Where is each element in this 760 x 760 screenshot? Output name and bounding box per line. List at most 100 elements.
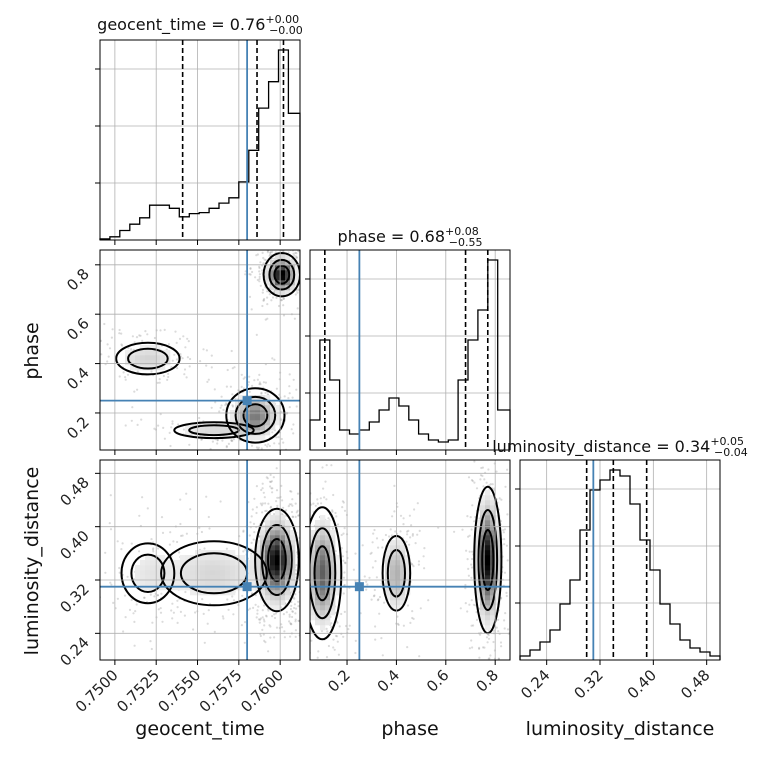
density-cell [325,600,331,606]
sample-point [471,550,474,553]
density-cell [495,515,501,521]
sample-point [179,522,182,526]
sample-point [402,624,405,627]
contour-line [115,341,181,376]
density-cell [270,600,276,606]
sample-point [319,497,322,500]
density-cell [130,365,136,371]
density-cell [145,355,151,361]
sample-point [314,504,317,507]
sample-point [335,515,338,518]
sample-point [118,332,121,335]
density-cell [265,575,271,581]
density-cell [330,580,336,586]
sample-point [169,444,172,448]
sample-point [315,703,317,705]
sample-point [253,379,256,382]
sample-point [301,551,303,553]
density-cell [480,520,486,526]
sample-point [481,466,484,469]
sample-point [365,588,368,591]
sample-point [304,547,306,549]
contour-line [481,529,495,591]
sample-point [258,277,261,281]
density-cell [490,500,496,506]
sample-point [354,579,357,583]
sample-point [296,291,299,294]
density-cell [400,575,406,581]
sample-point [124,424,127,427]
sample-point [374,560,377,563]
density-cell [490,530,496,536]
sample-point [266,393,269,396]
sample-point [146,507,149,510]
sample-point [296,307,299,310]
sample-point [264,641,267,644]
sample-point [285,424,287,426]
sample-point [258,266,261,270]
density-cell [285,565,291,571]
sample-point [422,555,425,558]
sample-point [258,270,261,273]
density-cell [400,570,406,576]
density-cell [205,565,211,571]
sample-point [186,356,189,359]
sample-point [302,264,304,266]
sample-point [260,488,263,492]
density-cell [275,550,281,556]
density-cell [285,290,291,296]
sample-point [340,547,343,550]
sample-point [258,275,261,278]
sample-point [249,456,251,458]
density-cell [225,580,231,586]
density-cell [240,575,246,581]
sample-point [106,360,109,363]
sample-point [301,557,303,559]
sample-point [232,613,235,616]
sample-point [302,603,304,605]
density-cell [255,415,261,421]
sample-point [184,346,187,349]
sample-point [325,627,328,631]
sample-point [410,524,413,527]
title-main: phase = 0.68 [338,227,445,246]
density-cell [150,575,156,581]
density-cell [210,570,216,576]
sample-point [371,566,374,569]
sample-point [413,508,416,511]
sample-point [176,599,179,602]
density-cell [270,425,276,431]
panel-frame [99,459,301,661]
sample-point [276,504,279,507]
density-cell [250,415,256,421]
density-cell [155,575,161,581]
sample-point [133,390,136,393]
sample-point [205,364,208,367]
sample-point [303,628,305,630]
density-cell [320,570,326,576]
sample-point [272,243,274,245]
density-cell [475,525,481,531]
density-cell [150,570,156,576]
density-cell [205,580,211,586]
density-cell [255,550,261,556]
sample-point [248,390,251,393]
title-phase: phase = 0.68+0.08 −0.55 [338,225,483,249]
sample-point [256,253,259,256]
density-cell [385,585,391,591]
sample-point [291,662,293,664]
sample-point [255,455,257,457]
sample-point [505,594,508,598]
density-cell [395,555,401,561]
sample-point [341,506,344,509]
sample-point [179,498,182,501]
sample-point [468,534,471,537]
sample-point [495,626,498,629]
sample-point [218,410,221,413]
sample-point [294,251,297,254]
sample-point [327,644,330,648]
x-tick-label: 0.2 [324,666,354,696]
histogram-step [309,259,511,450]
sample-point [388,535,391,538]
density-cell [200,585,206,591]
